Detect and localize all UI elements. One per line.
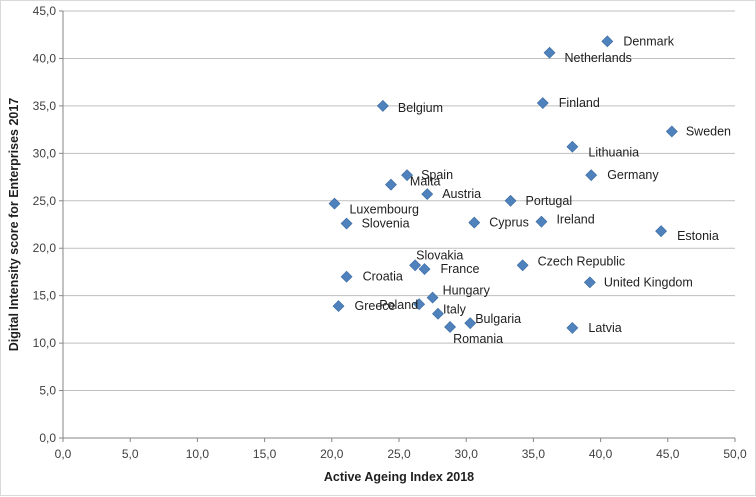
tick-labels: 0,0 5,0 10,0 15,0 20,0 25,0 30,0 35,0 40,0 45,0 0,… — [33, 4, 747, 461]
data-point-denmark — [601, 35, 614, 48]
data-point-lithuania — [566, 140, 579, 153]
point-label-denmark: Denmark — [623, 34, 674, 48]
data-point-romania — [444, 321, 456, 333]
data-point-slovenia — [340, 217, 353, 230]
data-point-netherlands — [543, 46, 556, 59]
data-point-ireland — [535, 215, 548, 228]
data-point-portugal — [504, 194, 517, 207]
y-tick-label: 0,0 — [39, 431, 56, 445]
point-labels: Denmark Netherlands Belgium Finland Sweden Li… — [349, 34, 731, 346]
data-point-finland — [536, 97, 549, 109]
point-label-netherlands: Netherlands — [565, 51, 632, 65]
point-label-poland: Poland — [379, 298, 418, 312]
data-point-latvia — [566, 322, 579, 334]
x-tick-label: 30,0 — [455, 447, 479, 461]
point-label-lithuania: Lithuania — [588, 146, 639, 160]
point-label-finland: Finland — [559, 96, 600, 110]
x-tick-label: 40,0 — [589, 447, 613, 461]
data-point-belgium — [376, 99, 389, 112]
y-tick-label: 5,0 — [39, 384, 56, 398]
point-label-united-kingdom: United Kingdom — [604, 275, 693, 289]
point-label-austria: Austria — [442, 187, 481, 201]
point-label-romania: Romania — [453, 332, 503, 346]
x-tick-label: 45,0 — [656, 447, 680, 461]
x-axis-title: Active Ageing Index 2018 — [324, 470, 474, 484]
point-label-greece: Greece — [355, 299, 396, 313]
data-point-france — [418, 263, 431, 276]
y-tick-label: 40,0 — [33, 51, 57, 65]
point-label-ireland: Ireland — [556, 213, 594, 227]
data-point-croatia — [340, 270, 353, 283]
x-tick-label: 10,0 — [186, 447, 210, 461]
x-tick-label: 0,0 — [55, 447, 72, 461]
point-label-slovakia: Slovakia — [416, 248, 463, 262]
data-point-poland — [413, 298, 426, 311]
point-label-hungary: Hungary — [443, 284, 491, 298]
data-point-malta — [385, 178, 397, 191]
point-label-slovenia: Slovenia — [362, 217, 410, 231]
data-point-austria — [421, 188, 434, 201]
point-label-italy: Italy — [443, 303, 467, 317]
y-tick-label: 30,0 — [33, 146, 57, 160]
point-label-portugal: Portugal — [526, 194, 573, 208]
point-label-belgium: Belgium — [398, 101, 443, 115]
x-tick-label: 35,0 — [522, 447, 546, 461]
point-label-czech-republic: Czech Republic — [538, 254, 626, 268]
y-tick-label: 25,0 — [33, 194, 57, 208]
data-point-bulgaria — [464, 317, 477, 330]
data-point-germany — [585, 169, 598, 182]
point-label-france: France — [441, 262, 480, 276]
x-tick-label: 20,0 — [320, 447, 344, 461]
x-tick-label: 5,0 — [122, 447, 139, 461]
data-points — [328, 35, 678, 334]
data-point-slovakia — [409, 259, 422, 272]
data-point-luxembourg — [328, 197, 341, 210]
point-label-malta: Malta — [410, 175, 441, 189]
data-point-united-kingdom — [583, 276, 596, 289]
y-tick-label: 35,0 — [33, 99, 57, 113]
y-tick-label: 10,0 — [33, 336, 57, 350]
point-label-spain: Spain — [421, 168, 453, 182]
axes — [59, 10, 736, 442]
y-tick-label: 45,0 — [33, 4, 57, 18]
point-label-bulgaria: Bulgaria — [475, 312, 521, 326]
data-point-greece — [332, 300, 345, 313]
point-label-croatia: Croatia — [363, 270, 403, 284]
point-label-latvia: Latvia — [588, 321, 621, 335]
gridlines — [63, 10, 735, 439]
point-label-estonia: Estonia — [677, 229, 719, 243]
point-label-cyprus: Cyprus — [489, 216, 529, 230]
point-label-luxembourg: Luxembourg — [349, 203, 419, 217]
x-tick-label: 25,0 — [387, 447, 411, 461]
data-point-cyprus — [468, 216, 481, 229]
data-point-estonia — [655, 225, 668, 238]
data-point-hungary — [426, 291, 439, 304]
x-tick-label: 15,0 — [253, 447, 277, 461]
data-point-italy — [432, 307, 444, 320]
data-point-sweden — [665, 125, 678, 138]
point-label-sweden: Sweden — [686, 125, 731, 139]
y-axis-title: Digital Intensity score for Enterprises … — [7, 98, 21, 352]
x-tick-label: 50,0 — [723, 447, 747, 461]
y-tick-label: 15,0 — [33, 289, 57, 303]
point-label-germany: Germany — [607, 168, 659, 182]
data-point-spain — [401, 169, 413, 182]
y-tick-label: 20,0 — [33, 241, 57, 255]
data-point-czech-republic — [516, 259, 529, 272]
